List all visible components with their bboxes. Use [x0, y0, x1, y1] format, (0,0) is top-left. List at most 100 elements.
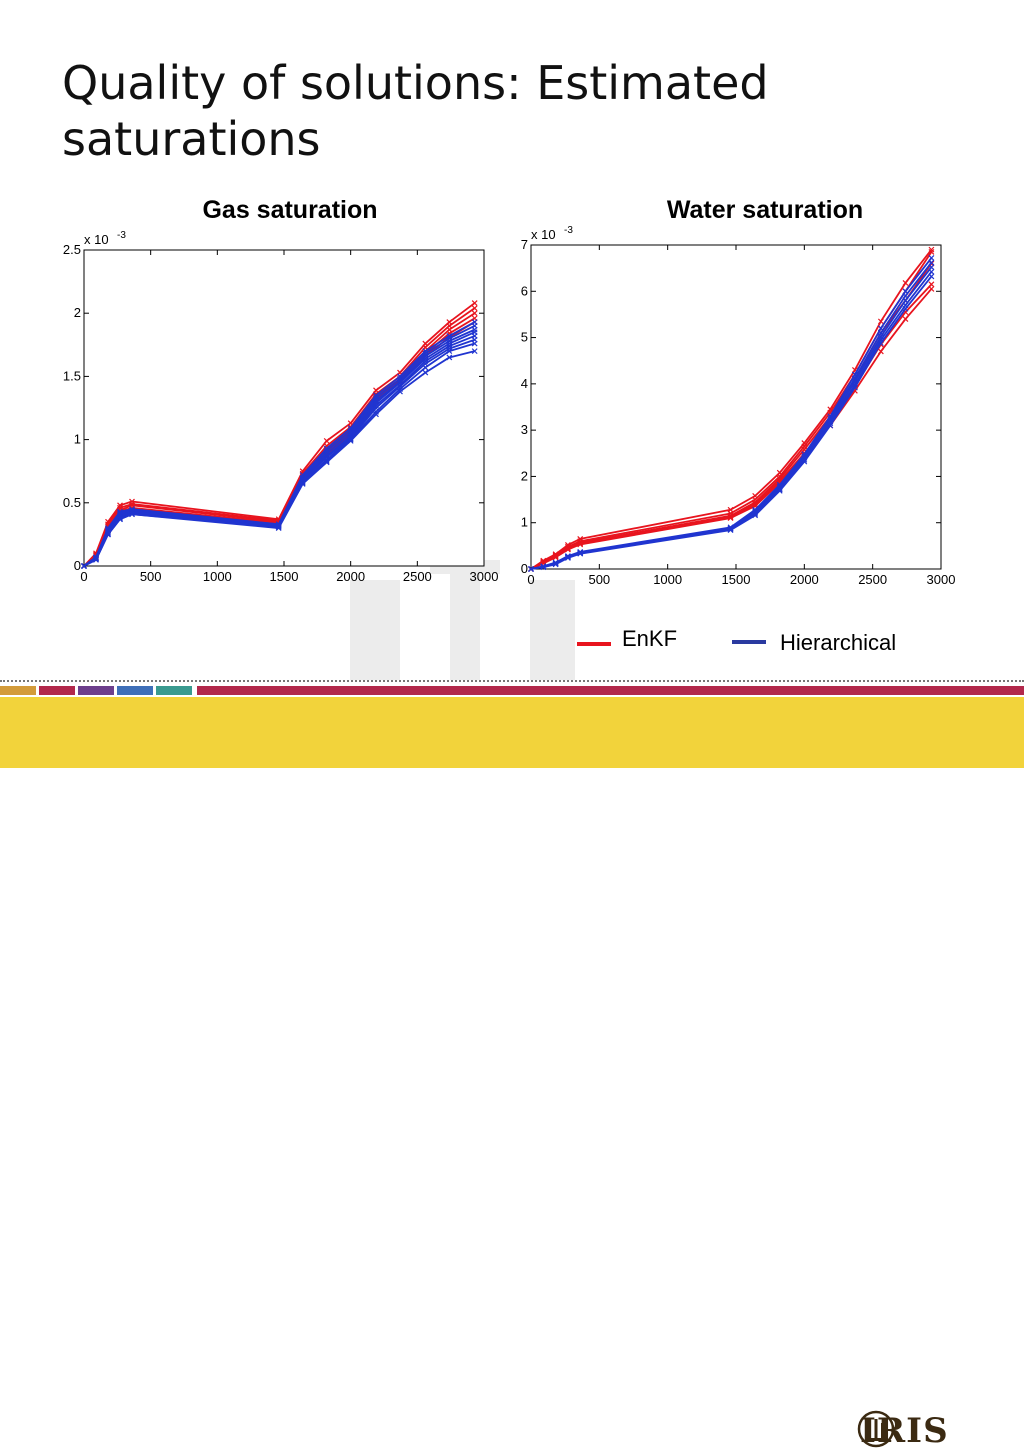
footer-band — [197, 686, 1024, 695]
hierarchical-data-point — [373, 411, 379, 418]
footer-dotted-divider — [0, 680, 1024, 682]
footer-band — [39, 686, 75, 695]
hierarchical-data-point — [928, 268, 935, 275]
footer-band — [0, 686, 36, 695]
hierarchical-data-point — [928, 259, 935, 266]
x-tick-label: 1500 — [270, 569, 299, 584]
hierarchical-data-point — [928, 255, 935, 261]
footer-bar: IRIS — [0, 697, 1024, 1451]
x-tick-label: 3000 — [927, 572, 956, 587]
enkf-data-point — [471, 300, 478, 307]
y-axis-exponent-power: -3 — [117, 230, 126, 241]
hierarchical-data-point — [851, 384, 858, 391]
y-axis-exponent-label: x 10 — [531, 227, 556, 242]
hierarchical-data-point — [397, 388, 403, 395]
y-tick-label: 0 — [74, 558, 81, 573]
hierarchical-data-point — [299, 479, 306, 486]
x-tick-label: 1000 — [203, 569, 232, 584]
enkf-data-point — [577, 541, 584, 548]
slide-title: Quality of solutions: Estimated saturati… — [62, 56, 769, 166]
y-tick-label: 1 — [74, 432, 81, 447]
hierarchical-data-point — [347, 437, 354, 444]
legend-enkf-label: EnKF — [622, 626, 678, 651]
hierarchical-data-point — [827, 422, 834, 429]
hierarchical-data-point — [928, 273, 935, 280]
footer-band — [156, 686, 192, 695]
hierarchical-data-point — [105, 531, 111, 538]
x-tick-label: 2000 — [336, 569, 365, 584]
y-tick-label: 6 — [521, 283, 528, 298]
enkf-data-point — [471, 305, 478, 312]
hierarchical-data-point — [446, 354, 453, 361]
hierarchical-data-point — [552, 561, 559, 568]
hierarchical-data-point — [299, 480, 306, 487]
hierarchical-data-point — [129, 511, 135, 518]
enkf-data-point — [564, 546, 571, 553]
y-tick-label: 0 — [521, 561, 528, 576]
x-tick-label: 500 — [588, 572, 610, 587]
legend-hierarchical-label: Hierarchical — [780, 630, 897, 655]
hierarchical-data-point — [422, 364, 429, 371]
x-tick-label: 2500 — [858, 572, 887, 587]
x-tick-label: 3000 — [470, 569, 499, 584]
x-tick-label: 500 — [140, 569, 162, 584]
enkf-data-point — [471, 310, 478, 317]
hierarchical-data-point — [727, 527, 734, 534]
hierarchical-data-point — [577, 550, 584, 557]
enkf-data-point — [928, 249, 935, 255]
hierarchical-data-point — [471, 348, 478, 355]
water-chart-title: Water saturation — [666, 196, 864, 224]
enkf-data-point — [928, 286, 935, 292]
y-axis-exponent-label: x 10 — [84, 232, 109, 247]
hierarchical-data-point — [902, 305, 909, 312]
y-tick-label: 1.5 — [63, 368, 81, 383]
iris-candles-icon — [857, 1410, 895, 1448]
y-tick-label: 2 — [74, 305, 81, 320]
gas-chart-title: Gas saturation — [202, 196, 378, 224]
y-tick-label: 5 — [521, 330, 528, 345]
legend-hierarchical-swatch — [732, 640, 766, 644]
y-tick-label: 3 — [521, 422, 528, 437]
hierarchical-data-point — [446, 348, 453, 355]
gas-saturation-chart: 0 500 1000 1500 2000 2500 3000 0 0.5 1 1.5 2 2.5x 10… — [63, 230, 499, 584]
x-tick-label: 0 — [527, 572, 534, 587]
x-tick-label: 2000 — [790, 572, 819, 587]
hierarchical-data-point — [471, 340, 478, 347]
hierarchical-data-point — [117, 516, 123, 523]
hierarchical-data-point — [928, 264, 935, 271]
enkf-data-point — [727, 515, 734, 522]
footer-band — [78, 686, 114, 695]
enkf-data-point — [877, 348, 884, 355]
water-saturation-chart: 0 500 1000 1500 2000 2500 3000 0 1 2 3 4 5 6 7x 10 -3 — [521, 225, 956, 587]
x-tick-label: 2500 — [403, 569, 432, 584]
legend-enkf-swatch — [577, 642, 611, 646]
hierarchical-data-point — [776, 487, 783, 494]
hierarchical-data-point — [93, 556, 99, 563]
hierarchical-data-point — [275, 525, 282, 532]
y-tick-label: 1 — [521, 515, 528, 530]
x-tick-label: 1000 — [653, 572, 682, 587]
y-tick-label: 2 — [521, 468, 528, 483]
enkf-data-point — [928, 281, 935, 288]
y-axis-exponent-power: -3 — [564, 225, 573, 236]
hierarchical-series-line — [530, 275, 933, 570]
enkf-data-point — [877, 318, 884, 325]
hierarchical-data-point — [752, 512, 759, 519]
enkf-data-point — [902, 280, 909, 286]
footer-band — [117, 686, 153, 695]
y-tick-label: 0.5 — [63, 495, 81, 510]
hierarchical-data-point — [81, 563, 87, 569]
enkf-data-point — [928, 246, 935, 253]
iris-logo: IRIS — [856, 1409, 949, 1453]
enkf-data-point — [902, 316, 909, 322]
y-tick-label: 4 — [521, 376, 528, 391]
x-tick-label: 1500 — [722, 572, 751, 587]
hierarchical-data-point — [528, 566, 534, 572]
y-tick-label: 2.5 — [63, 242, 81, 257]
hierarchical-data-point — [540, 564, 547, 571]
hierarchical-data-point — [877, 340, 884, 347]
y-tick-label: 7 — [521, 237, 528, 252]
plot-area-frame — [530, 244, 942, 570]
hierarchical-data-point — [323, 459, 330, 466]
